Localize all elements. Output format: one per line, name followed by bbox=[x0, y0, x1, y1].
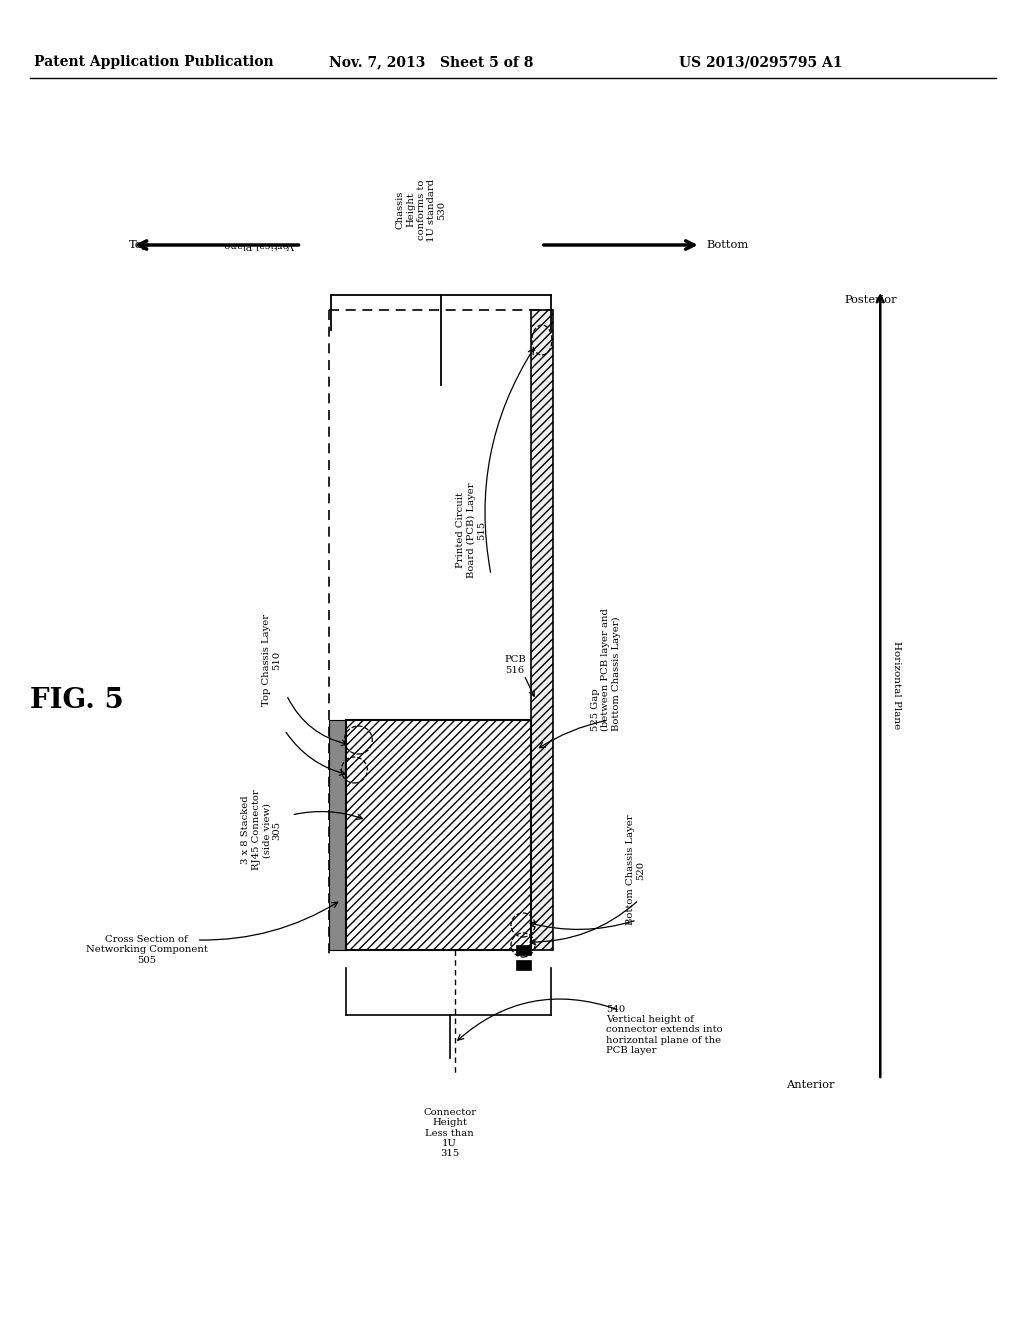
Bar bbox=[516, 945, 531, 954]
Text: Nov. 7, 2013   Sheet 5 of 8: Nov. 7, 2013 Sheet 5 of 8 bbox=[329, 55, 534, 69]
Bar bbox=[531, 310, 553, 950]
Text: Bottom: Bottom bbox=[707, 240, 749, 249]
Bar bbox=[346, 719, 531, 950]
Text: Posterior: Posterior bbox=[844, 294, 897, 305]
Text: Top Chassis Layer
510: Top Chassis Layer 510 bbox=[262, 614, 282, 706]
Text: PCB
516: PCB 516 bbox=[504, 655, 526, 675]
Text: Cross Section of
Networking Component
505: Cross Section of Networking Component 50… bbox=[86, 935, 208, 965]
Text: Top: Top bbox=[129, 240, 150, 249]
Text: Bottom Chassis Layer
520: Bottom Chassis Layer 520 bbox=[626, 814, 645, 925]
Text: Anterior: Anterior bbox=[786, 1080, 835, 1090]
Text: FIG. 5: FIG. 5 bbox=[30, 686, 124, 714]
Text: Vertical Plane: Vertical Plane bbox=[224, 240, 295, 249]
Bar bbox=[330, 719, 346, 950]
Text: Patent Application Publication: Patent Application Publication bbox=[34, 55, 273, 69]
Text: 540
Vertical height of
connector extends into
horizontal plane of the
PCB layer: 540 Vertical height of connector extends… bbox=[606, 1005, 723, 1055]
Text: Horizontal Plane: Horizontal Plane bbox=[892, 642, 901, 729]
Text: Chassis
Height
conforms to
1U standard
530: Chassis Height conforms to 1U standard 5… bbox=[396, 178, 446, 242]
Text: US 2013/0295795 A1: US 2013/0295795 A1 bbox=[679, 55, 843, 69]
Bar bbox=[516, 960, 531, 970]
Text: Printed Circuit
Board (PCB) Layer
515: Printed Circuit Board (PCB) Layer 515 bbox=[456, 482, 486, 578]
Text: Connector
Height
Less than
1U
315: Connector Height Less than 1U 315 bbox=[423, 1107, 476, 1159]
Text: 3 x 8 Stacked
RJ45 Connector
(side view)
305: 3 x 8 Stacked RJ45 Connector (side view)… bbox=[242, 789, 282, 870]
Text: 525 Gap
(between PCB layer and
Bottom Chassis Layer): 525 Gap (between PCB layer and Bottom Ch… bbox=[591, 609, 621, 731]
